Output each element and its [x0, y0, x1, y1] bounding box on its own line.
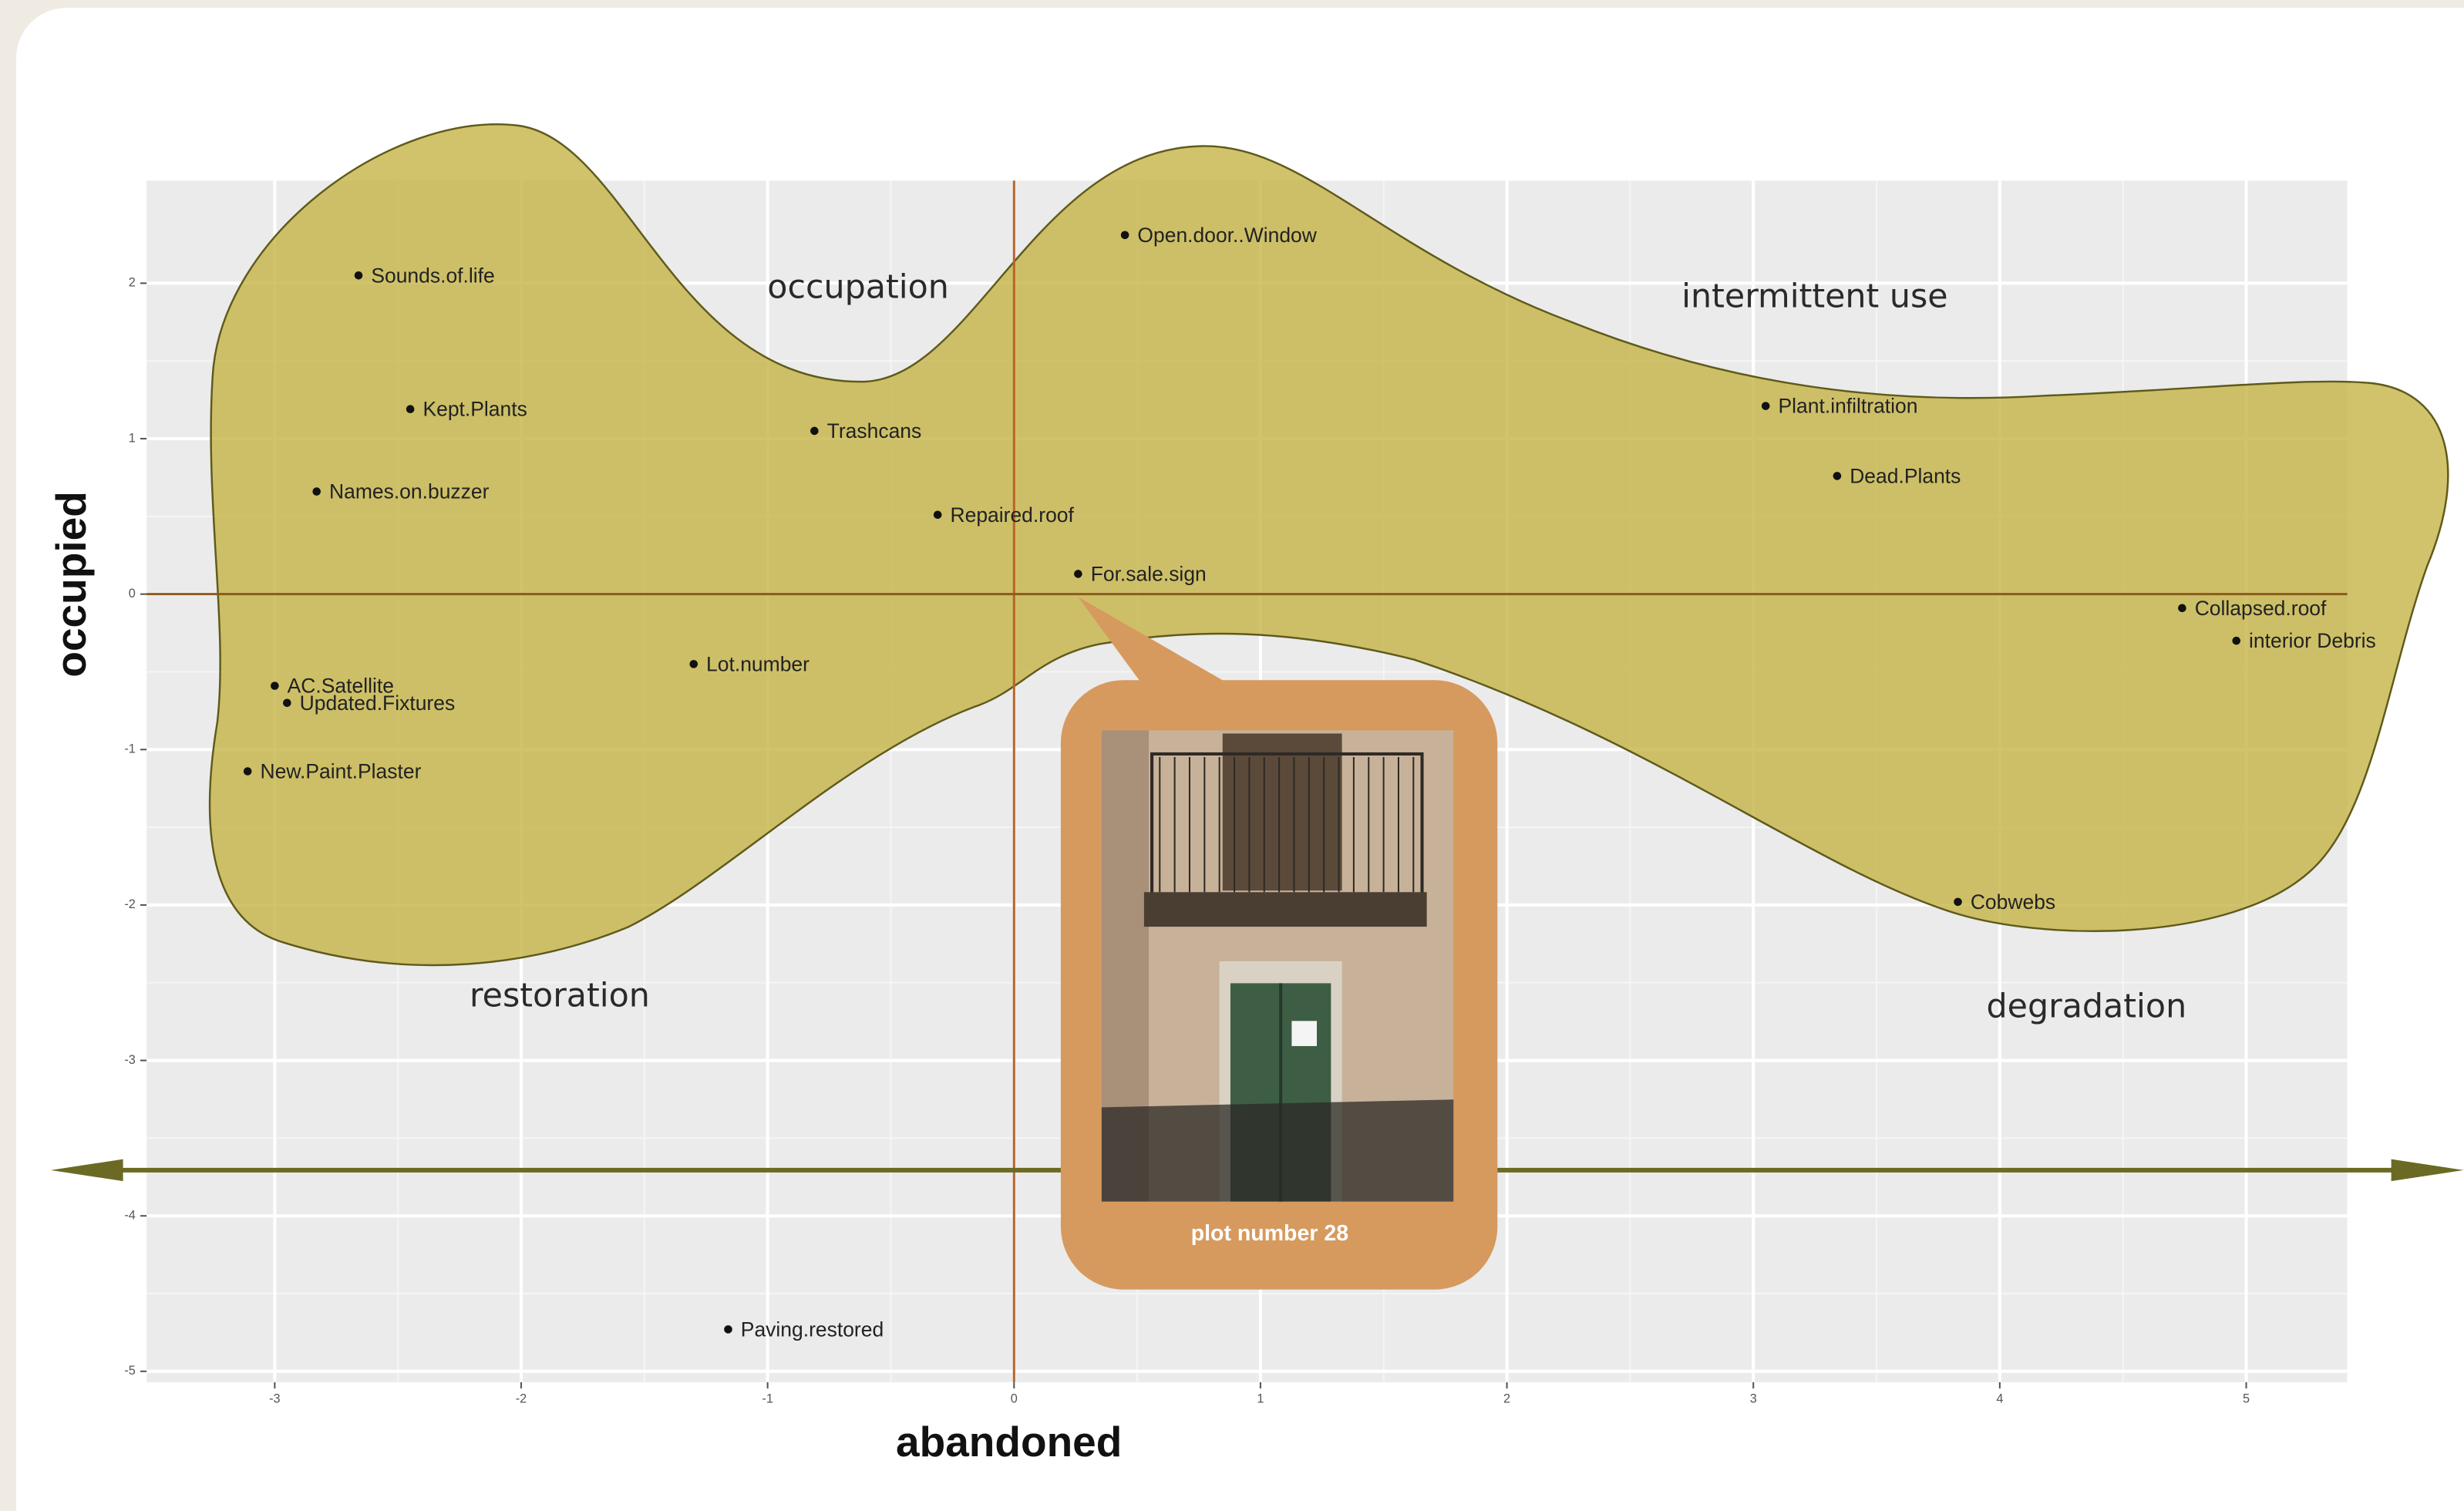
- photo-balcony-slab: [1143, 892, 1427, 927]
- data-point: [2178, 604, 2186, 613]
- arrowhead-left: [50, 1159, 123, 1182]
- y-tick-label: -2: [124, 897, 135, 911]
- point-label: Sounds.of.life: [371, 264, 494, 287]
- point-label: For.sale.sign: [1091, 562, 1207, 585]
- data-point: [810, 426, 819, 436]
- x-tick-label: -3: [269, 1392, 280, 1406]
- arrowhead-right: [2391, 1159, 2464, 1182]
- point-label: Dead.Plants: [1850, 464, 1961, 487]
- point-label: Cobwebs: [1971, 890, 2055, 914]
- point-label: Kept.Plants: [422, 398, 527, 421]
- point-label: interior Debris: [2249, 629, 2376, 652]
- quadrant-label: occupation: [767, 268, 949, 306]
- data-point: [933, 510, 942, 520]
- data-point: [406, 405, 415, 414]
- x-tick-label: 3: [1750, 1392, 1757, 1406]
- point-label: Collapsed.roof: [2195, 597, 2327, 620]
- x-tick-label: 4: [1996, 1392, 2003, 1406]
- x-axis-label: abandoned: [896, 1418, 1122, 1466]
- x-tick-label: -2: [516, 1392, 527, 1406]
- y-tick-label: -5: [124, 1364, 135, 1378]
- quadrant-label: intermittent use: [1681, 278, 1947, 316]
- data-point: [283, 698, 291, 708]
- y-tick-label: 2: [129, 276, 136, 290]
- cluster-region: [208, 123, 2449, 967]
- data-point: [1761, 402, 1770, 410]
- data-point: [1954, 897, 1962, 907]
- photo-shutter: [1222, 733, 1342, 891]
- x-tick-label: 0: [1011, 1392, 1018, 1406]
- point-label: Open.door..Window: [1137, 224, 1317, 247]
- point-label: Trashcans: [827, 419, 922, 443]
- data-point: [724, 1325, 732, 1334]
- y-tick-label: 1: [129, 431, 136, 445]
- quadrant-label: degradation: [1987, 988, 2187, 1026]
- callout-pointer: [1078, 597, 1242, 692]
- data-point: [243, 767, 252, 776]
- data-point: [1833, 472, 1842, 480]
- point-label: New.Paint.Plaster: [260, 760, 421, 783]
- plot-layer: -3 -2 -1 0 1 2 3 4 5 -5 -4 -3 -2 -1 0 1 2 occupation inter…: [50, 123, 2464, 1406]
- point-label: Updated.Fixtures: [300, 692, 456, 715]
- point-label: Repaired.roof: [951, 503, 1075, 527]
- photo-sign: [1291, 1021, 1318, 1046]
- x-tick-label: 2: [1503, 1392, 1510, 1406]
- data-point: [1074, 570, 1082, 578]
- point-label: Paving.restored: [741, 1317, 884, 1341]
- point-label: Plant.infiltration: [1779, 395, 1918, 418]
- data-point: [354, 271, 363, 280]
- photo: [1101, 730, 1454, 1202]
- data-point: [271, 681, 279, 690]
- data-point: [2232, 636, 2241, 645]
- y-tick-label: -1: [124, 742, 135, 756]
- point-label: AC.Satellite: [288, 675, 394, 698]
- y-tick-label: -3: [124, 1053, 135, 1067]
- y-tick-label: -4: [124, 1208, 135, 1222]
- quadrant-label: restoration: [470, 976, 650, 1015]
- point-label: Lot.number: [706, 652, 810, 675]
- point-label: Names.on.buzzer: [329, 480, 490, 503]
- y-tick-label: 0: [129, 587, 136, 601]
- photo-shadow: [1101, 1099, 1454, 1202]
- y-axis-label: occupied: [47, 491, 95, 677]
- data-point: [689, 660, 698, 668]
- x-tick-label: 5: [2243, 1392, 2250, 1406]
- x-tick-label: -1: [762, 1392, 773, 1406]
- data-point: [1120, 231, 1129, 240]
- x-tick-label: 1: [1257, 1392, 1264, 1406]
- data-point: [312, 487, 321, 496]
- photo-caption: plot number 28: [1191, 1221, 1348, 1246]
